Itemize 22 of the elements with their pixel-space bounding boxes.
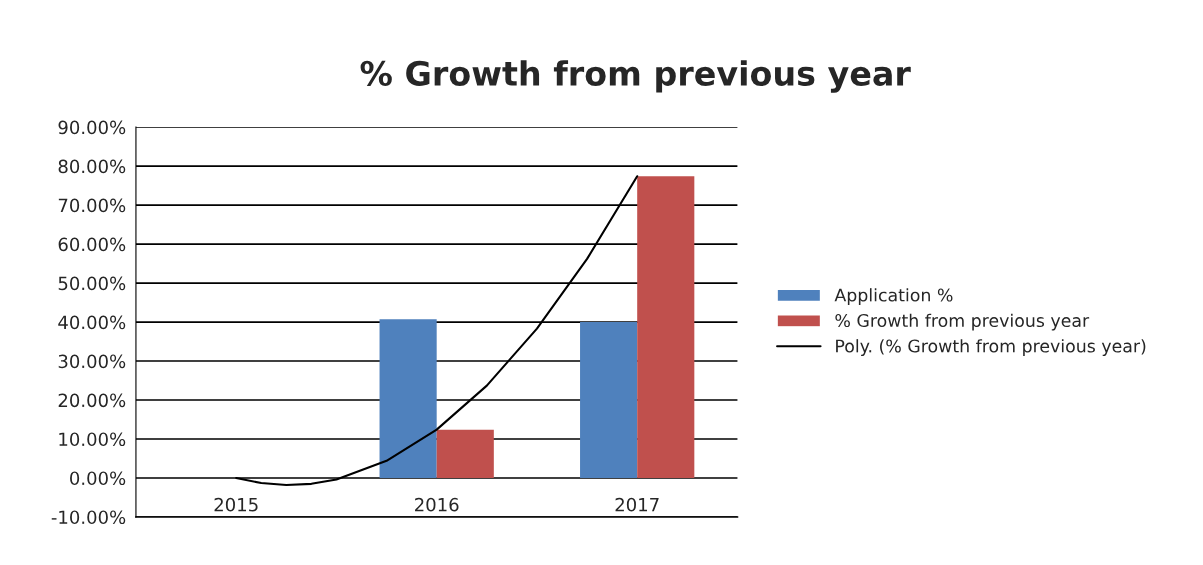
legend-label: Application % bbox=[834, 288, 953, 305]
x-tick-label: 2015 bbox=[214, 497, 258, 512]
y-tick-label: 90.00% bbox=[58, 120, 126, 135]
legend-label: % Growth from previous year bbox=[835, 313, 1090, 331]
y-tick-label: 10.00% bbox=[59, 432, 126, 447]
y-tick-label: 80.00% bbox=[58, 159, 126, 174]
y-tick-label: 50.00% bbox=[58, 276, 126, 291]
bar bbox=[379, 319, 437, 478]
y-tick-label: 20.00% bbox=[58, 393, 126, 408]
bar bbox=[637, 176, 695, 478]
y-tick-label: 0.00% bbox=[70, 471, 126, 486]
y-tick-label: 70.00% bbox=[58, 198, 126, 213]
x-tick-label: 2016 bbox=[415, 497, 459, 512]
y-tick-label: -10.00% bbox=[51, 510, 126, 525]
y-tick-label: 30.00% bbox=[58, 354, 126, 369]
y-tick-label: 60.00% bbox=[58, 237, 126, 252]
x-tick-label: 2017 bbox=[615, 497, 659, 512]
chart-title: % Growth from previous year bbox=[360, 60, 911, 93]
y-tick-label: 40.00% bbox=[58, 315, 126, 330]
bar bbox=[580, 322, 638, 478]
bar bbox=[436, 429, 494, 478]
legend-label: Poly. (% Growth from previous year) bbox=[836, 339, 1146, 356]
